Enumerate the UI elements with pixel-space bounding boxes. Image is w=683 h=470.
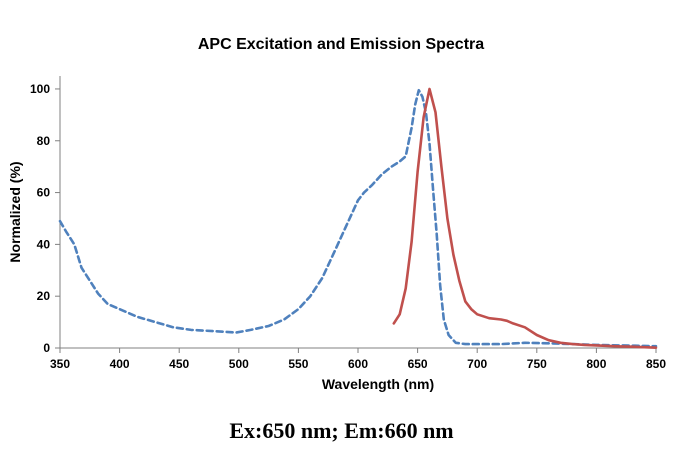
x-tick-label: 600 xyxy=(348,357,368,371)
x-tick-label: 400 xyxy=(110,357,130,371)
x-tick-label: 450 xyxy=(169,357,189,371)
axes xyxy=(59,76,656,349)
x-tick-label: 650 xyxy=(408,357,428,371)
y-tick-label: 20 xyxy=(37,289,51,303)
x-tick-label: 700 xyxy=(467,357,487,371)
ticks: 350 400 450 500 550 600 650 700 750 800 850 0 20 40 60… xyxy=(30,82,666,371)
x-tick-label: 800 xyxy=(586,357,606,371)
spectra-chart: APC Excitation and Emission Spectra 350 4… xyxy=(7,36,666,392)
x-axis-label: Wavelength (nm) xyxy=(322,376,434,392)
emission-series-line xyxy=(392,87,658,350)
x-tick-label: 550 xyxy=(288,357,308,371)
excitation-series-line xyxy=(58,88,658,348)
y-tick-label: 40 xyxy=(37,237,51,251)
y-axis-label: Normalized (%) xyxy=(7,161,23,262)
x-tick-label: 500 xyxy=(229,357,249,371)
x-tick-label: 350 xyxy=(50,357,70,371)
y-tick-label: 0 xyxy=(43,341,50,355)
series xyxy=(58,87,658,350)
x-tick-label: 850 xyxy=(646,357,666,371)
y-tick-label: 80 xyxy=(37,134,51,148)
y-tick-label: 60 xyxy=(37,186,51,200)
y-tick-label: 100 xyxy=(30,82,50,96)
x-tick-label: 750 xyxy=(527,357,547,371)
chart-title: APC Excitation and Emission Spectra xyxy=(198,36,484,53)
caption: Ex:650 nm; Em:660 nm xyxy=(229,418,454,443)
